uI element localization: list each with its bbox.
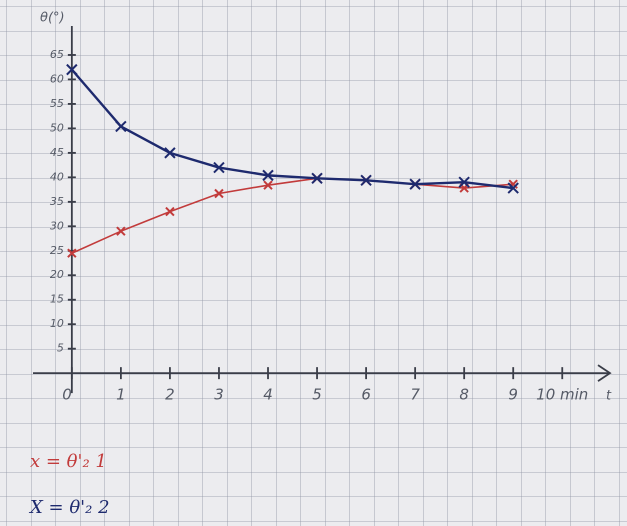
y-tick-label: 5 xyxy=(57,342,64,355)
x-tick-label: 10 min xyxy=(536,386,588,404)
y-tick-label: 10 xyxy=(50,317,64,330)
y-tick-label: 30 xyxy=(50,219,64,232)
x-tick-label: 1 xyxy=(116,386,126,404)
point-marker xyxy=(360,174,372,186)
point-marker xyxy=(263,180,273,190)
point-marker xyxy=(311,172,323,185)
point-marker xyxy=(213,161,225,174)
y-tick-label: 45 xyxy=(50,146,64,159)
y-tick-label: 20 xyxy=(50,268,64,281)
x-tick-label: 3 xyxy=(214,386,224,404)
x-tick-label: 8 xyxy=(459,386,469,404)
point-marker xyxy=(67,248,77,258)
y-axis-label: θ(°) xyxy=(40,11,65,26)
x-tick-label: 0 xyxy=(62,386,72,404)
y-tick-label: 55 xyxy=(50,97,64,110)
y-tick-label: 35 xyxy=(50,195,64,208)
y-tick-label: 65 xyxy=(50,48,64,61)
point-marker xyxy=(409,178,421,190)
y-tick-label: 25 xyxy=(50,244,64,257)
x-axis-label: t xyxy=(606,389,612,404)
point-marker xyxy=(262,169,274,182)
y-tick-label: 15 xyxy=(50,293,64,306)
y-tick-label: 40 xyxy=(50,170,64,183)
legend-entry: x = θ'₂ 1 xyxy=(30,451,107,472)
point-marker xyxy=(116,226,126,236)
point-marker xyxy=(66,63,78,76)
point-marker xyxy=(458,176,470,188)
series-line xyxy=(70,68,514,190)
x-tick-label: 6 xyxy=(361,386,371,404)
legend-entry: X = θ'₂ 2 xyxy=(28,497,110,518)
point-marker xyxy=(115,120,127,133)
point-marker xyxy=(214,188,224,199)
y-tick-label: 50 xyxy=(50,121,64,134)
x-axis-arrow xyxy=(597,364,612,382)
y-tick-label: 60 xyxy=(50,72,64,85)
point-marker xyxy=(165,206,175,217)
x-tick-label: 7 xyxy=(410,386,420,404)
x-tick-label: 4 xyxy=(263,386,273,404)
x-tick-label: 5 xyxy=(312,386,322,404)
x-tick-label: 9 xyxy=(508,386,518,404)
series-line xyxy=(71,177,514,254)
point-marker xyxy=(507,182,519,194)
point-marker xyxy=(164,147,176,159)
x-tick-label: 2 xyxy=(165,386,175,404)
